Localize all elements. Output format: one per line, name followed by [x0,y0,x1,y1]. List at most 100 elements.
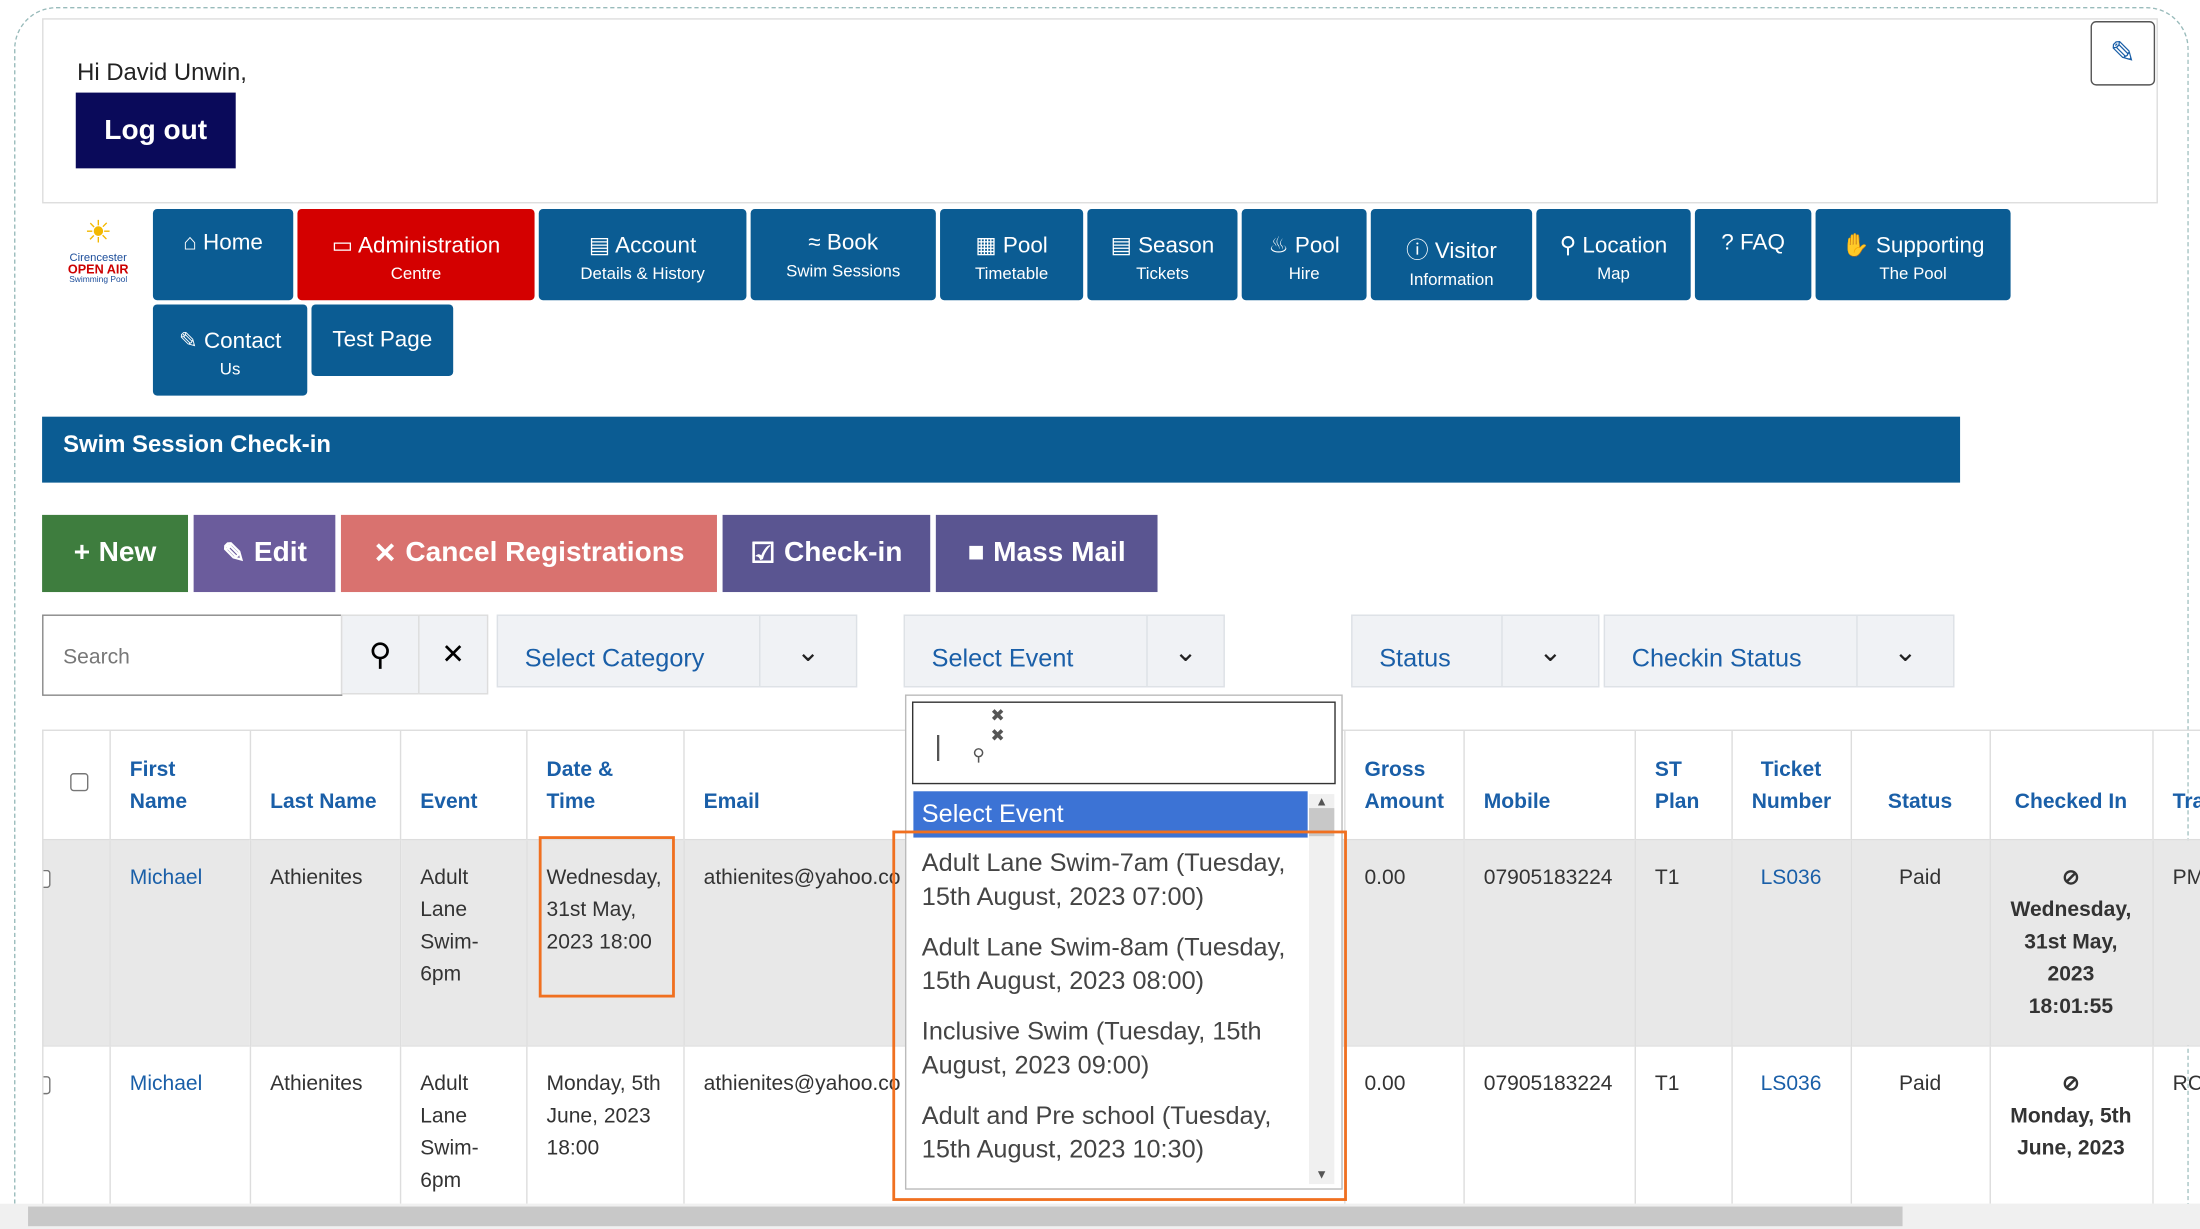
nav-item[interactable]: ▤ Season Tickets [1087,209,1238,301]
cell: Adult Lane Swim-6pm [399,1045,527,1204]
button-label: Edit [253,537,307,569]
column-header[interactable]: Last Name [249,730,401,840]
cell[interactable]: Michael [109,839,251,1046]
button-icon: ☑ [750,538,776,570]
nav-item[interactable]: ♨ Pool Hire [1241,209,1367,301]
cell: Athienites [249,1045,401,1204]
search-input[interactable]: Search [42,614,343,696]
nav-item[interactable]: ▦ Pool Timetable [940,209,1084,301]
option-selected[interactable]: Select Event [913,791,1308,838]
nav-item[interactable]: ⚲ Location Map [1536,209,1691,301]
option[interactable]: Adult Lane Swim-7am (Tuesday, 15th Augus… [921,848,1286,911]
chevron: ⌄ [1146,615,1223,687]
nav-icon: ▦ [975,234,1003,259]
nav-title: ? FAQ [1695,231,1811,256]
option[interactable]: Adult and Pre school (Tuesday, 15th Augu… [921,1101,1272,1164]
option-list: Select Event Adult Lane Swim-7am (Tuesday… [913,791,1308,1184]
column-header[interactable]: Checked In [1989,730,2153,840]
nav-item[interactable]: ⌂ Home [152,209,294,301]
nav-title-text: Pool [1002,234,1048,259]
nav-title-text: Home [203,231,263,256]
nav-title: Test Page [311,328,453,353]
toolbar-button[interactable]: ■ Mass Mail [935,514,1158,593]
column-header[interactable]: ST Plan [1634,730,1733,840]
option[interactable]: Inclusive Swim (Tuesday, 15th August, 20… [921,1017,1262,1079]
category-select[interactable]: Select Category ⌄ [496,614,858,688]
nav-item[interactable]: ✋ Supporting The Pool [1815,209,2011,301]
logo: ☀ Cirencester OPEN AIR Swimming Pool [59,213,138,297]
nav-title-text: Contact [203,329,282,354]
option[interactable]: Adult Lane Swim-8am (Tuesday, 15th Augus… [921,932,1286,995]
edit-icon-button[interactable]: ✎ [2090,21,2156,86]
nav-subtitle: Tickets [1136,263,1189,284]
nav-icon: ▤ [588,234,616,259]
column-header[interactable]: Ticket Number [1731,730,1852,840]
checkbox[interactable] [43,1076,51,1095]
nav-item[interactable]: ⓘ Visitor Information [1370,209,1533,301]
chevron: ⌄ [1856,615,1953,687]
event-select[interactable]: Select Event ⌄ [903,614,1225,688]
nav-subtitle: Hire [1288,263,1320,284]
button-label: New [98,537,157,569]
nav-item[interactable]: ▭ Administration Centre [297,209,535,301]
button-icon: ✎ [221,538,246,570]
nav-item[interactable]: ? FAQ [1694,209,1812,301]
nav-icon: ✋ [1841,234,1876,259]
nav-title-text: Visitor [1434,239,1497,264]
nav-icon: ▤ [1110,234,1139,259]
event-label: Select Event [931,643,1074,673]
nav-icon: ⓘ [1406,239,1435,264]
nav-title: ▭ Administration [297,231,534,259]
nav-icon: ≈ [808,231,827,256]
nav-subtitle: The Pool [1879,263,1947,284]
search-button[interactable]: ⚲ [340,614,420,695]
checkin-label: Checkin Status [1631,643,1802,673]
nav-subtitle: Information [1409,269,1494,290]
nav-subtitle: Map [1597,263,1630,284]
nav-title-text: Administration [357,234,501,259]
nav-item[interactable]: Test Page [311,304,454,376]
column-header[interactable]: Date & Time [526,730,684,840]
nav-subtitle: Details & History [580,263,705,284]
nav-item[interactable]: ≈ Book Swim Sessions [750,209,936,301]
nav-item[interactable]: ✎ Contact Us [152,304,308,396]
column-header[interactable]: Mobile [1463,730,1636,840]
chevron: ⌄ [759,615,856,687]
frame [14,7,2189,1214]
status-select[interactable]: Status ⌄ [1351,614,1600,688]
toolbar-button[interactable]: + New [42,514,189,593]
nav-title-text: Location [1582,234,1668,259]
nav-title-text: Account [615,234,697,259]
cell: Athienites [249,839,401,1046]
cell[interactable]: LS036 [1731,839,1852,1046]
cell: Paid [1850,1045,1991,1204]
clear-button[interactable]: ✕ [418,614,489,695]
column-header[interactable]: First Name [109,730,251,840]
checkin-select[interactable]: Checkin Status ⌄ [1603,614,1955,688]
toolbar-button[interactable]: ✕ Cancel Registrations [340,514,717,593]
nav-item[interactable]: ▤ Account Details & History [538,209,747,301]
nav-title: ▦ Pool [940,231,1083,259]
nav-title: ✋ Supporting [1816,231,2011,259]
nav-icon: ▭ [331,234,358,259]
nav-title-text: Test Page [332,328,433,353]
cell[interactable]: Michael [109,1045,251,1204]
column-header[interactable]: Event [399,730,527,840]
column-header[interactable]: Gross Amount [1344,730,1465,840]
nav-title-text: Pool [1294,234,1340,259]
logout-button[interactable]: Log out [75,92,236,169]
toolbar-button[interactable]: ☑ Check-in [722,514,931,593]
nav-subtitle: Centre [390,263,442,284]
checkbox[interactable] [43,869,51,889]
cell[interactable]: LS036 [1731,1045,1852,1204]
nav-subtitle: Swim Sessions [786,260,901,281]
h-scroll-thumb [28,1206,1903,1227]
button-icon: + [73,537,91,569]
nav-subtitle: Timetable [974,263,1049,284]
column-header[interactable]: Status [1850,730,1991,840]
column-header[interactable]: Tra [2152,730,2200,840]
toolbar-button[interactable]: ✎ Edit [193,514,336,593]
cell: PM [2152,839,2200,1046]
checkbox[interactable] [70,773,89,792]
dropdown-search[interactable]: | ✖ ✖ ⚲ [911,701,1336,785]
